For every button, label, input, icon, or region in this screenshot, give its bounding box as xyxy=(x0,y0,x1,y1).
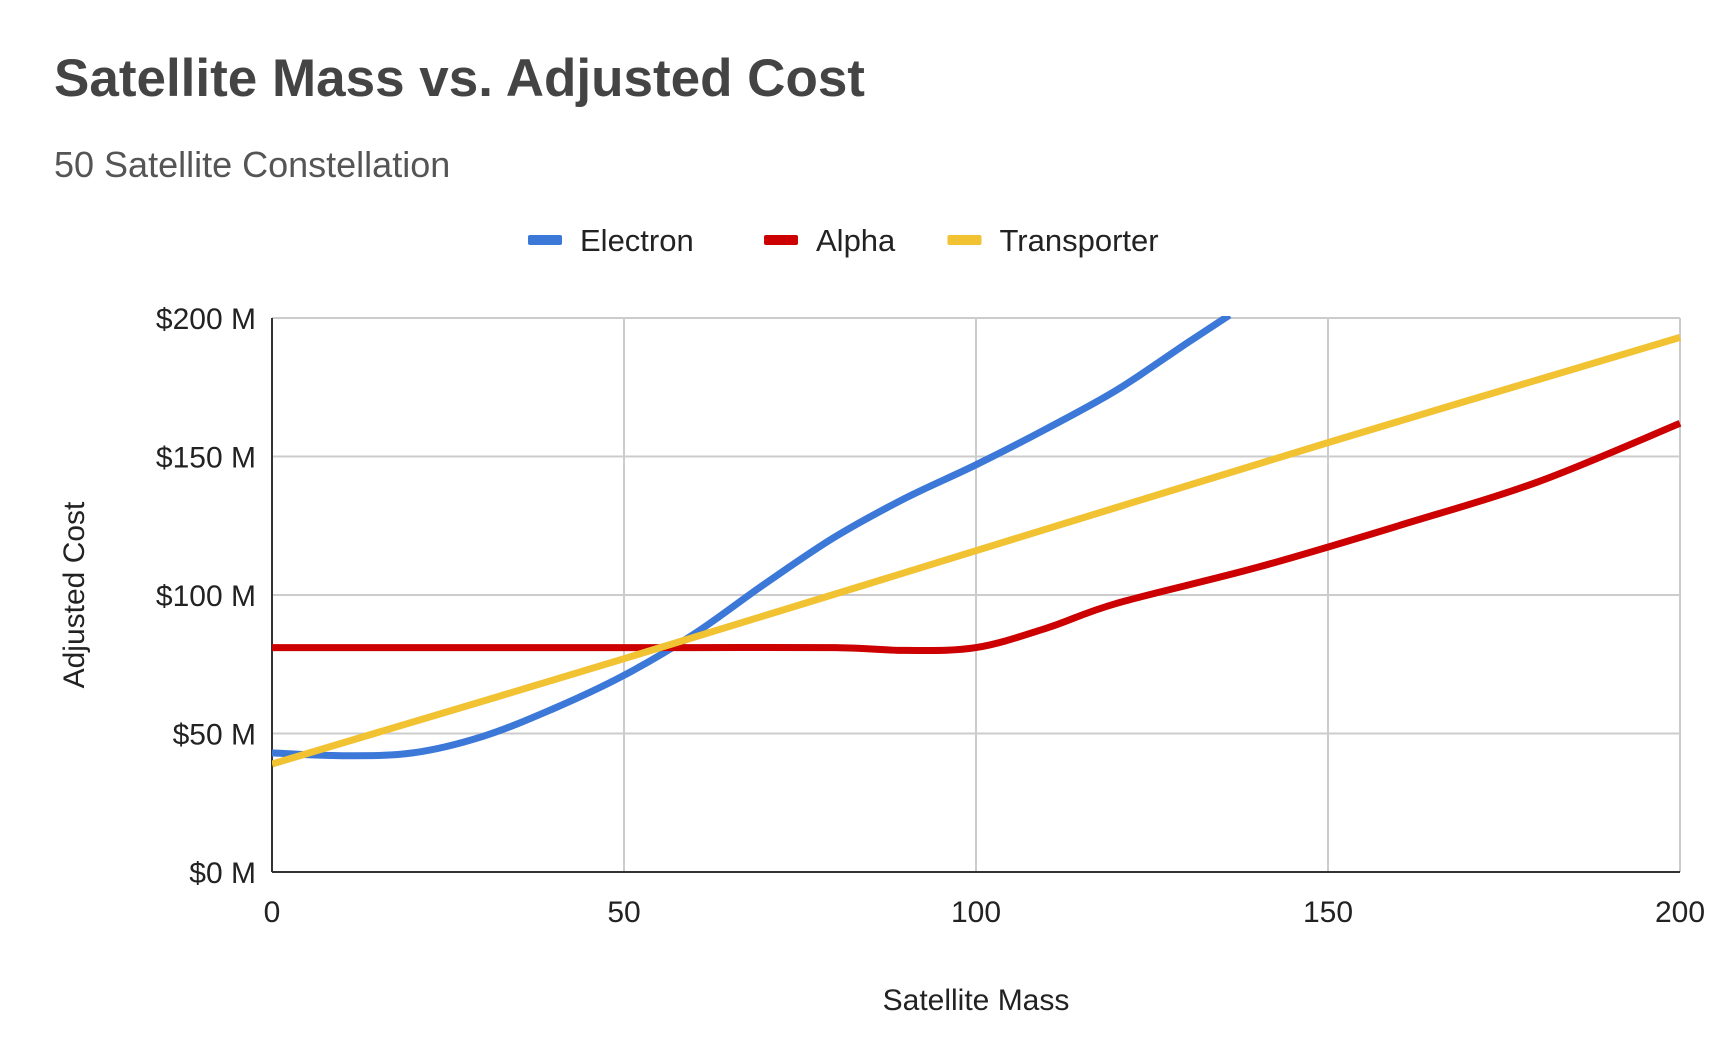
legend-label: Alpha xyxy=(816,223,896,258)
legend-swatch xyxy=(528,235,562,245)
x-axis-title: Satellite Mass xyxy=(883,984,1070,1017)
x-tick-label: 200 xyxy=(1655,896,1705,929)
x-tick-label: 100 xyxy=(951,896,1001,929)
y-tick-label: $0 M xyxy=(189,857,256,890)
y-axis-title: Adjusted Cost xyxy=(58,501,91,688)
y-tick-label: $150 M xyxy=(156,442,256,475)
legend-item-alpha[interactable]: Alpha xyxy=(764,223,896,258)
series-line-electron xyxy=(272,316,1232,760)
y-tick-label: $200 M xyxy=(156,303,256,336)
chart-title: Satellite Mass vs. Adjusted Cost xyxy=(54,49,865,108)
x-tick-label: 0 xyxy=(264,896,281,929)
legend-swatch xyxy=(764,235,798,245)
y-tick-label: $50 M xyxy=(173,719,256,752)
legend-label: Transporter xyxy=(1000,223,1159,258)
legend-item-transporter[interactable]: Transporter xyxy=(947,223,1159,258)
legend-label: Electron xyxy=(580,223,694,258)
x-tick-label: 150 xyxy=(1303,896,1353,929)
legend: Electron Alpha Transporter xyxy=(528,223,1159,258)
y-tick-label: $100 M xyxy=(156,580,256,613)
tick-labels: $0 M $50 M $100 M $150 M $200 M 0 50 100 150 200 xyxy=(156,303,1705,929)
x-tick-label: 50 xyxy=(607,896,640,929)
series-line-transporter xyxy=(272,334,1681,768)
axes xyxy=(271,318,1680,873)
grid-lines xyxy=(272,317,1681,872)
series-line-alpha xyxy=(272,420,1682,654)
legend-swatch xyxy=(947,235,982,245)
series-lines xyxy=(272,316,1682,768)
legend-item-electron[interactable]: Electron xyxy=(528,223,694,258)
chart-subtitle: 50 Satellite Constellation xyxy=(54,144,451,185)
